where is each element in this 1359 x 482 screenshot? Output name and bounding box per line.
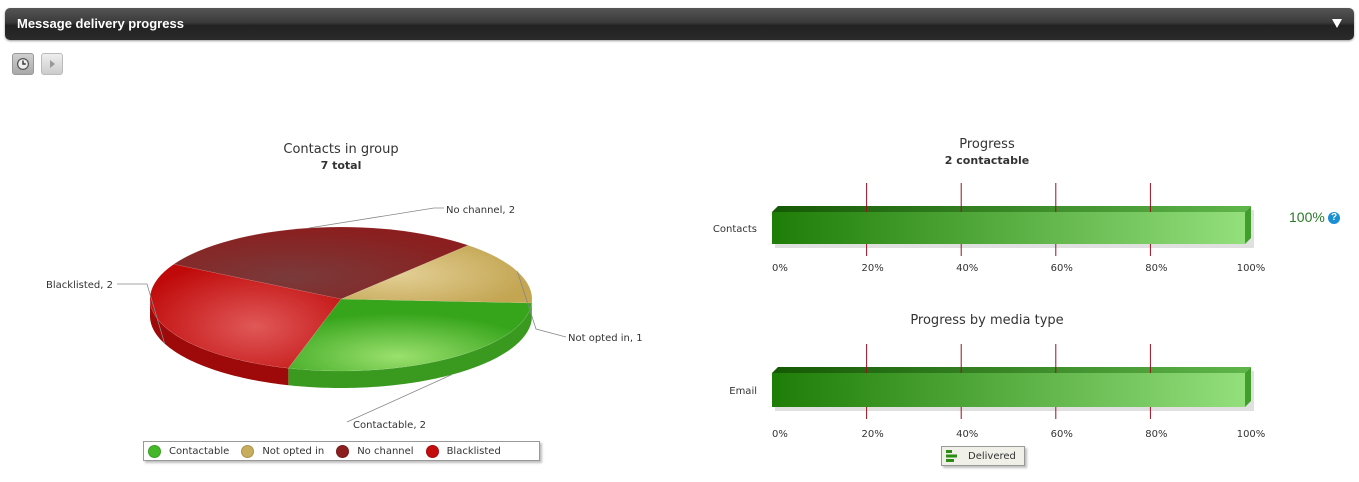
legend-label: Blacklisted xyxy=(446,445,501,457)
pie-slice-label: Blacklisted, 2 xyxy=(46,280,113,291)
axis-tick-label: 40% xyxy=(956,263,978,274)
media-title-block: Progress by media type xyxy=(836,313,1138,328)
play-icon xyxy=(50,60,55,68)
pie-chart-title-block: Contacts in group 7 total xyxy=(190,142,492,172)
bar-category-label: Email xyxy=(729,386,757,397)
media-title: Progress by media type xyxy=(910,313,1064,328)
legend-label: Contactable xyxy=(169,445,230,457)
pie-chart-title: Contacts in group xyxy=(283,142,399,157)
axis-tick-label: 20% xyxy=(861,263,883,274)
legend-label: No channel xyxy=(357,445,414,457)
axis-tick-label: 80% xyxy=(1145,429,1167,440)
pie-legend: Contactable Not opted in No channel Blac… xyxy=(143,441,540,461)
legend-item-blacklisted[interactable]: Blacklisted xyxy=(425,444,501,458)
legend-item-not-opted-in[interactable]: Not opted in xyxy=(241,444,325,458)
panel-title: Message delivery progress xyxy=(17,16,184,31)
axis-tick-label: 60% xyxy=(1051,263,1073,274)
bar-top-face xyxy=(772,367,1251,373)
axis-tick-label: 0% xyxy=(772,263,788,274)
axis-tick-label: 80% xyxy=(1145,263,1167,274)
legend-item-contactable[interactable]: Contactable xyxy=(148,444,230,458)
progress-title-block: Progress 2 contactable xyxy=(836,137,1138,167)
panel-header: Message delivery progress xyxy=(5,8,1354,40)
axis-tick-label: 40% xyxy=(956,429,978,440)
pie-chart-subtitle: 7 total xyxy=(320,159,362,172)
help-icon[interactable]: ? xyxy=(1328,212,1340,224)
pie-slice-blacklisted[interactable] xyxy=(149,263,342,369)
play-button[interactable] xyxy=(41,53,63,75)
bar-legend-icon xyxy=(946,450,957,462)
pie-slice-label: Contactable, 2 xyxy=(353,420,426,431)
legend-swatch xyxy=(425,444,439,458)
history-button[interactable] xyxy=(12,53,34,75)
axis-tick-label: 20% xyxy=(861,429,883,440)
pie-leader-line xyxy=(516,271,567,338)
progress-percent: 100% xyxy=(1289,209,1325,225)
progress-subtitle: 2 contactable xyxy=(944,154,1030,167)
pie-side-contactable xyxy=(288,302,532,388)
pie-slice-not-opted-in[interactable] xyxy=(340,244,533,304)
bar-side-face xyxy=(1245,367,1251,407)
clock-icon xyxy=(17,58,29,70)
media-legend: Delivered xyxy=(941,446,1025,466)
pie-side-blacklisted xyxy=(150,297,289,386)
legend-item-delivered[interactable]: Delivered xyxy=(946,450,1016,462)
legend-item-no-channel[interactable]: No channel xyxy=(336,444,414,458)
legend-swatch xyxy=(336,444,350,458)
pie-leader-line xyxy=(308,207,444,229)
progress-bar-contacts[interactable] xyxy=(772,212,1245,244)
legend-swatch xyxy=(148,444,161,458)
pie-chart: Contactable, 2 Not opted in, 1 No channel,… xyxy=(46,205,643,431)
collapse-arrow-icon[interactable] xyxy=(1332,19,1342,28)
pie-leader-line xyxy=(117,283,166,344)
legend-label: Not opted in xyxy=(262,445,325,457)
legend-label: Delivered xyxy=(968,450,1016,462)
axis-tick-label: 100% xyxy=(1237,263,1266,274)
axis-tick-label: 60% xyxy=(1051,429,1073,440)
pie-slice-contactable[interactable] xyxy=(287,298,533,372)
pie-slice-no-channel[interactable] xyxy=(172,226,469,300)
progress-title: Progress xyxy=(959,137,1015,152)
axis-tick-label: 100% xyxy=(1237,429,1266,440)
progress-bar-email[interactable] xyxy=(772,373,1245,407)
axis-tick-label: 0% xyxy=(772,429,788,440)
pie-leader-line xyxy=(346,374,452,423)
pie-slice-label: Not opted in, 1 xyxy=(568,333,643,344)
legend-swatch xyxy=(241,444,255,458)
bar-top-face xyxy=(772,206,1251,212)
bar-side-face xyxy=(1245,206,1251,244)
pie-slice-label: No channel, 2 xyxy=(446,205,515,216)
bar-category-label: Contacts xyxy=(713,224,757,235)
